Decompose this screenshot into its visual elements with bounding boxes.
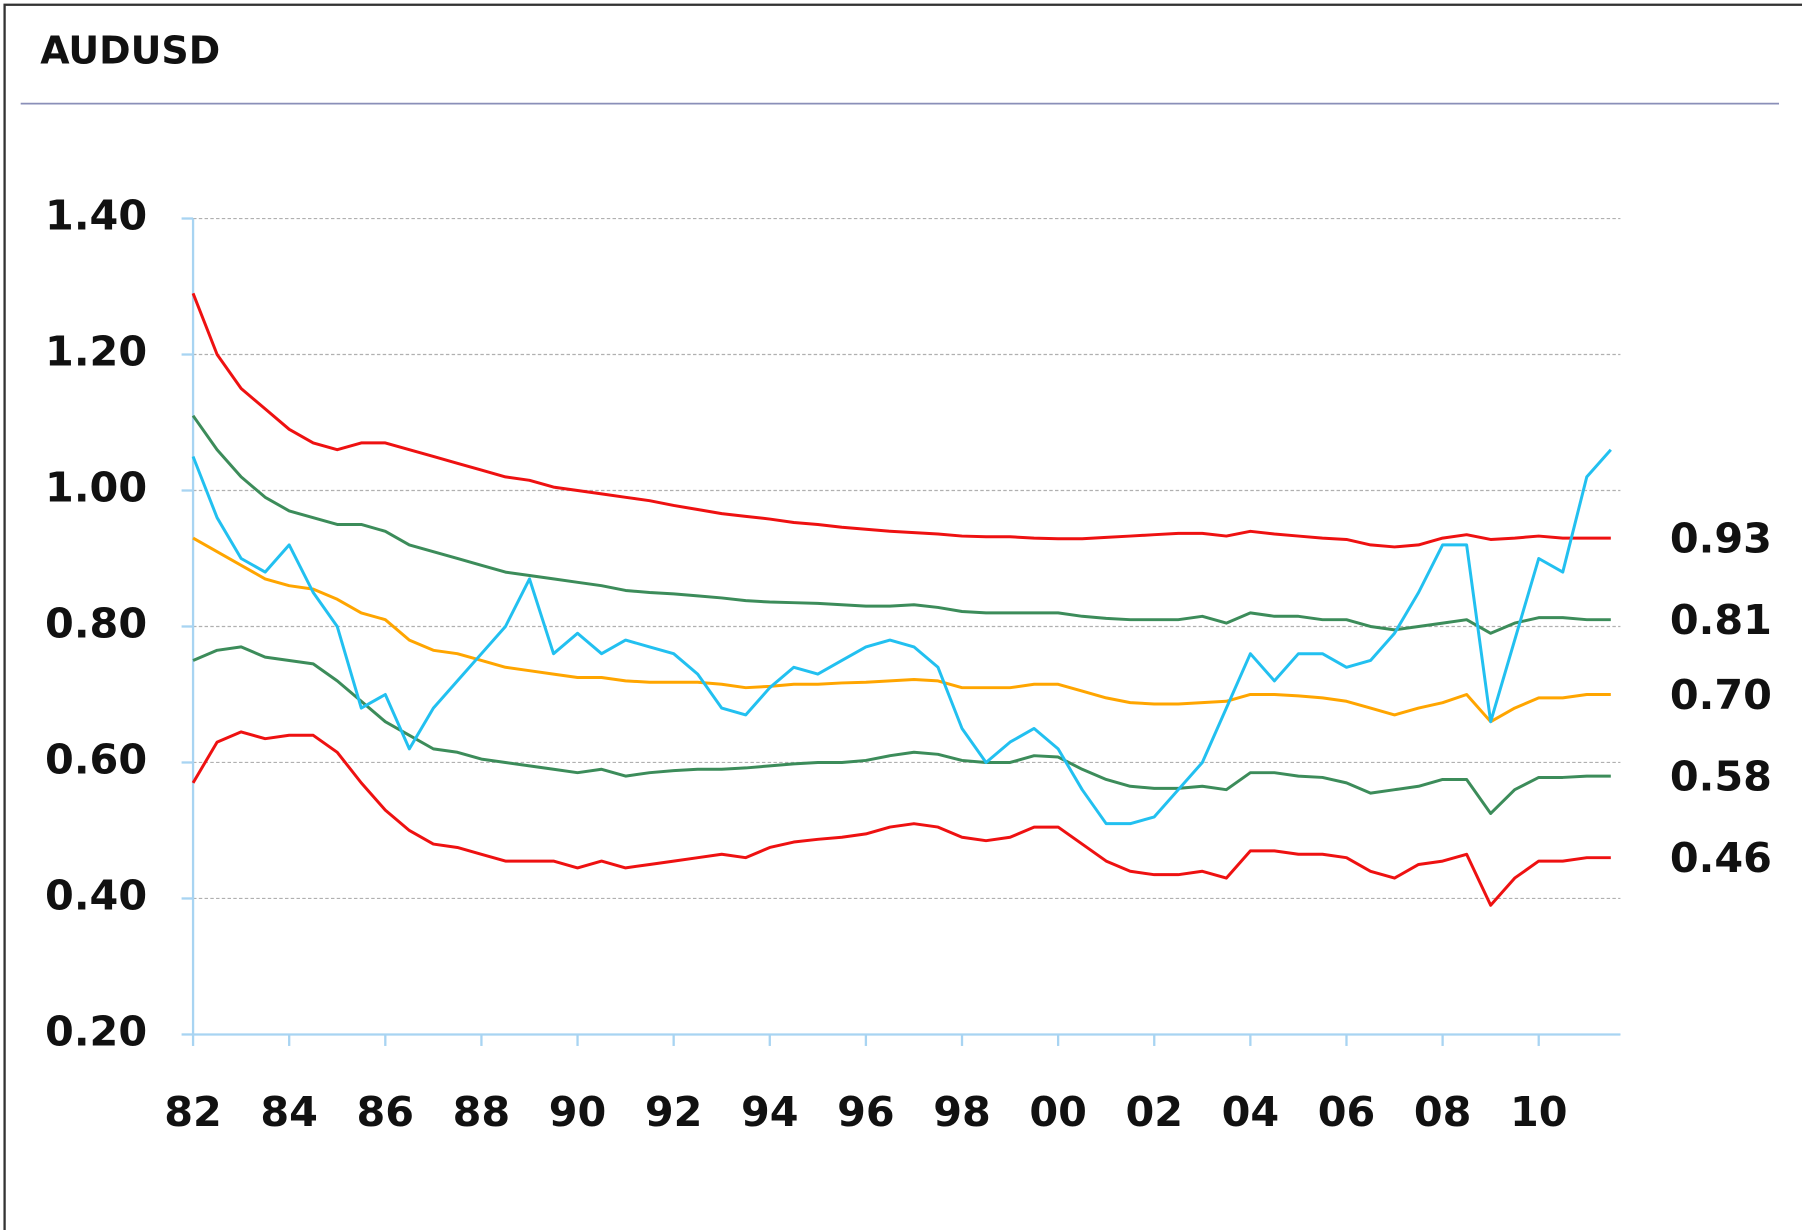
x-tick-label: 00 — [1029, 1088, 1087, 1136]
y-tick-label: 1.20 — [45, 328, 147, 376]
x-tick-label: 84 — [260, 1088, 318, 1136]
y-tick-label: 1.00 — [45, 463, 147, 511]
x-tick-label: 86 — [357, 1088, 415, 1136]
series-line — [191, 730, 1611, 907]
series-line — [192, 645, 1611, 815]
y-tick-label: 0.40 — [45, 871, 147, 919]
chart-title: AUDUSD — [40, 29, 220, 73]
end-value-label: 0.46 — [1670, 834, 1772, 882]
x-tick-label: 10 — [1510, 1088, 1568, 1136]
x-tick-label: 90 — [549, 1088, 607, 1136]
x-tick-label: 82 — [164, 1088, 222, 1136]
y-tick-label: 0.80 — [45, 599, 147, 647]
end-value-label: 0.70 — [1670, 671, 1772, 719]
end-value-label: 0.93 — [1670, 515, 1772, 563]
series-line — [192, 536, 1611, 724]
x-tick-label: 08 — [1414, 1088, 1472, 1136]
x-tick-label: 88 — [453, 1088, 511, 1136]
y-tick-label: 1.40 — [45, 192, 147, 240]
x-tick-label: 92 — [645, 1088, 703, 1136]
end-value-label: 0.58 — [1670, 753, 1772, 801]
series-line — [191, 448, 1612, 826]
x-tick-label: 06 — [1318, 1088, 1376, 1136]
frame — [3, 3, 1802, 1230]
x-tick-label: 96 — [837, 1088, 895, 1136]
x-tick-label: 98 — [933, 1088, 991, 1136]
x-tick-label: 04 — [1222, 1088, 1280, 1136]
x-tick-label: 94 — [741, 1088, 799, 1136]
y-tick-label: 0.60 — [45, 735, 147, 783]
series-line — [191, 292, 1611, 549]
series-line — [191, 414, 1611, 635]
end-value-label: 0.81 — [1670, 596, 1772, 644]
y-tick-label: 0.20 — [45, 1007, 147, 1055]
x-tick-label: 02 — [1125, 1088, 1183, 1136]
